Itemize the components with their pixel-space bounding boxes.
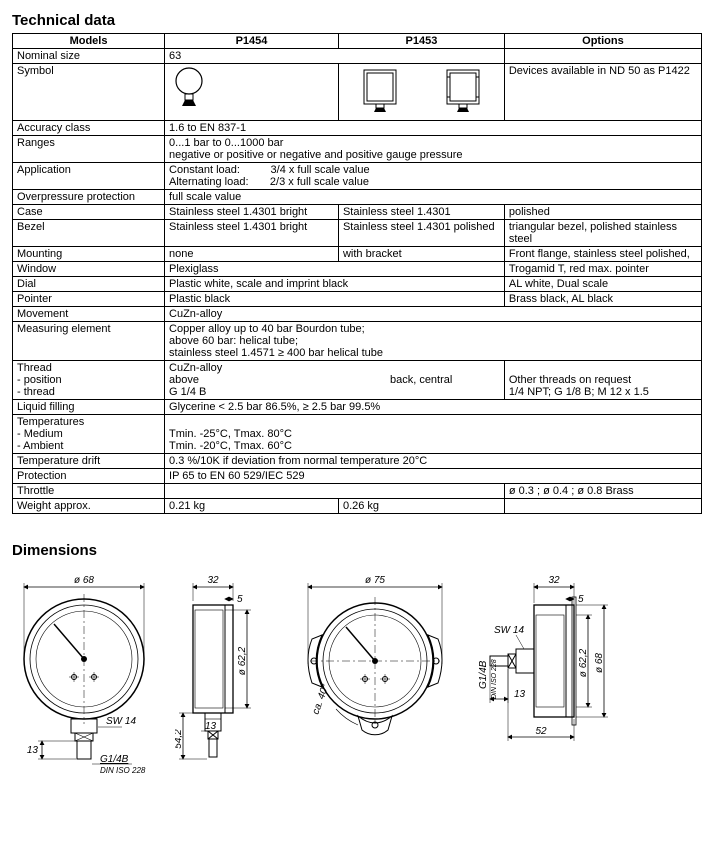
svg-text:ø 68: ø 68	[594, 653, 605, 673]
svg-text:13: 13	[514, 689, 526, 700]
svg-text:32: 32	[207, 575, 219, 586]
th-p1453: P1453	[338, 34, 504, 49]
svg-text:DIN ISO 228: DIN ISO 228	[491, 659, 498, 699]
cell: Trogamid T, red max. pointer	[504, 262, 701, 277]
symbol-p1453	[338, 64, 504, 121]
svg-text:SW 14: SW 14	[106, 716, 136, 727]
row-label: Weight approx.	[13, 499, 165, 514]
row-label: Mounting	[13, 247, 165, 262]
row-label: Overpressure protection	[13, 190, 165, 205]
th-p1454: P1454	[165, 34, 339, 49]
cell	[165, 484, 505, 499]
row-label: Thread - position - thread	[13, 361, 165, 400]
row-label: Pointer	[13, 292, 165, 307]
svg-text:SW 14: SW 14	[494, 625, 524, 636]
svg-text:ø 62,2: ø 62,2	[237, 646, 248, 675]
cell: 0.3 %/10K if deviation from normal tempe…	[165, 454, 702, 469]
row-label: Movement	[13, 307, 165, 322]
svg-text:13: 13	[205, 721, 217, 732]
cell: triangular bezel, polished stainless ste…	[504, 220, 701, 247]
row-label: Temperatures - Medium - Ambient	[13, 415, 165, 454]
row-label: Temperature drift	[13, 454, 165, 469]
cell: Glycerine < 2.5 bar 86.5%, ≥ 2.5 bar 99.…	[165, 400, 702, 415]
row-label: Application	[13, 163, 165, 190]
svg-text:52: 52	[535, 726, 547, 737]
dimensions-drawings: ø 68 13 SW 14 G1/4B DI	[12, 569, 704, 779]
page-title: Technical data	[12, 12, 704, 29]
cell	[504, 499, 701, 514]
svg-text:ø 68: ø 68	[74, 575, 94, 586]
cell: IP 65 to EN 60 529/IEC 529	[165, 469, 702, 484]
symbol-p1454	[165, 64, 339, 121]
cell: Stainless steel 1.4301 bright	[165, 205, 339, 220]
cell: Plastic black	[165, 292, 505, 307]
cell: 0...1 bar to 0...1000 bar negative or po…	[165, 136, 702, 163]
cell: ø 0.3 ; ø 0.4 ; ø 0.8 Brass	[504, 484, 701, 499]
row-label: Case	[13, 205, 165, 220]
cell: Plastic white, scale and imprint black	[165, 277, 505, 292]
cell: 0.26 kg	[338, 499, 504, 514]
svg-text:ø 62,2: ø 62,2	[578, 648, 589, 677]
drawing-side-p1454: 32 5 ø 62,2 54,2	[175, 569, 270, 779]
svg-text:5: 5	[578, 594, 584, 605]
svg-text:54,2: 54,2	[175, 729, 184, 749]
drawing-front-p1454: ø 68 13 SW 14 G1/4B DI	[12, 569, 157, 779]
drawing-front-p1453: ø 75 ca. 40°	[288, 569, 458, 779]
cell: CuZn-alloy	[165, 307, 702, 322]
svg-text:DIN ISO 228: DIN ISO 228	[100, 766, 146, 775]
svg-text:5: 5	[237, 594, 243, 605]
dimensions-title: Dimensions	[12, 542, 704, 559]
svg-text:13: 13	[27, 745, 39, 756]
cell: 63	[165, 49, 505, 64]
row-label: Throttle	[13, 484, 165, 499]
svg-text:ca. 40°: ca. 40°	[310, 683, 331, 716]
cell: Copper alloy up to 40 bar Bourdon tube; …	[165, 322, 702, 361]
cell: Front flange, stainless steel polished,	[504, 247, 701, 262]
cell: Constant load: 3/4 x full scale value Al…	[165, 163, 702, 190]
cell: Stainless steel 1.4301	[338, 205, 504, 220]
row-label: Window	[13, 262, 165, 277]
cell: Brass black, AL black	[504, 292, 701, 307]
svg-text:G1/4B: G1/4B	[478, 660, 489, 689]
cell: full scale value	[165, 190, 702, 205]
cell: Stainless steel 1.4301 polished	[338, 220, 504, 247]
row-label: Nominal size	[13, 49, 165, 64]
row-label: Dial	[13, 277, 165, 292]
svg-text:G1/4B: G1/4B	[100, 754, 129, 765]
svg-text:ø 75: ø 75	[365, 575, 385, 586]
cell: polished	[504, 205, 701, 220]
row-label: Ranges	[13, 136, 165, 163]
cell: Tmin. -25°C, Tmax. 80°C Tmin. -20°C, Tma…	[165, 415, 702, 454]
technical-data-table: Models P1454 P1453 Options Nominal size …	[12, 33, 702, 514]
cell: with bracket	[338, 247, 504, 262]
cell	[504, 49, 701, 64]
cell: Plexiglass	[165, 262, 505, 277]
cell: Other threads on request 1/4 NPT; G 1/8 …	[504, 361, 701, 400]
row-label: Protection	[13, 469, 165, 484]
th-options: Options	[504, 34, 701, 49]
cell: CuZn-alloy above G 1/4 B	[165, 361, 339, 400]
cell: none	[165, 247, 339, 262]
cell: 1.6 to EN 837-1	[165, 121, 702, 136]
cell: Stainless steel 1.4301 bright	[165, 220, 339, 247]
cell: AL white, Dual scale	[504, 277, 701, 292]
th-models: Models	[13, 34, 165, 49]
svg-text:32: 32	[548, 575, 560, 586]
row-label: Symbol	[13, 64, 165, 121]
row-label: Measuring element	[13, 322, 165, 361]
row-label: Liquid filling	[13, 400, 165, 415]
row-label: Bezel	[13, 220, 165, 247]
drawing-side-p1453: 32 5 SW 14 G1/4B DIN ISO 228 1	[476, 569, 621, 779]
cell: back, central	[338, 361, 504, 400]
row-label: Accuracy class	[13, 121, 165, 136]
cell: Devices available in ND 50 as P1422	[504, 64, 701, 121]
cell: 0.21 kg	[165, 499, 339, 514]
